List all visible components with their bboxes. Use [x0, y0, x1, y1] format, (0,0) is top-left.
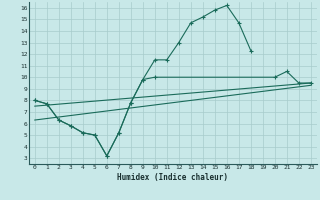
X-axis label: Humidex (Indice chaleur): Humidex (Indice chaleur) [117, 173, 228, 182]
